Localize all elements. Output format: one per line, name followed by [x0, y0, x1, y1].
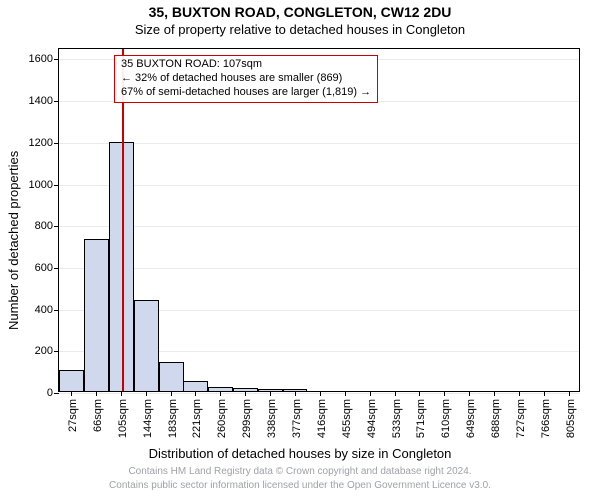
y-tick-label: 1200	[29, 137, 53, 149]
grid-line	[59, 268, 579, 269]
x-tick-label: 105sqm	[121, 360, 133, 399]
x-tick-label: 533sqm	[395, 360, 407, 399]
grid-line	[59, 226, 579, 227]
y-tick-label: 800	[35, 220, 53, 232]
x-tick-label: 649sqm	[469, 360, 481, 399]
chart-title-address: 35, BUXTON ROAD, CONGLETON, CW12 2DU	[0, 4, 600, 20]
x-tick-label: 688sqm	[494, 360, 506, 399]
x-tick-label: 727sqm	[519, 360, 531, 399]
x-tick-label: 66sqm	[96, 366, 108, 399]
y-tick-label: 1000	[29, 179, 53, 191]
x-tick-label: 338sqm	[270, 360, 282, 399]
y-axis-label: Number of detached properties	[6, 151, 21, 330]
annotation-line: 35 BUXTON ROAD: 107sqm	[121, 58, 371, 72]
x-tick-label: 299sqm	[245, 360, 257, 399]
annotation-box: 35 BUXTON ROAD: 107sqm← 32% of detached …	[114, 55, 378, 103]
x-tick-label: 494sqm	[370, 360, 382, 399]
y-tick-label: 200	[35, 345, 53, 357]
annotation-line: ← 32% of detached houses are smaller (86…	[121, 72, 371, 86]
y-tick-label: 1600	[29, 53, 53, 65]
grid-line	[59, 143, 579, 144]
x-tick-label: 260sqm	[220, 360, 232, 399]
x-tick-label: 455sqm	[345, 360, 357, 399]
x-tick-label: 377sqm	[295, 360, 307, 399]
y-tick-label: 400	[35, 304, 53, 316]
x-tick-label: 571sqm	[419, 360, 431, 399]
x-tick-label: 610sqm	[444, 360, 456, 399]
x-tick-label: 805sqm	[569, 360, 581, 399]
footer-line-1: Contains HM Land Registry data © Crown c…	[0, 466, 600, 477]
annotation-line: 67% of semi-detached houses are larger (…	[121, 86, 371, 100]
x-tick-label: 27sqm	[71, 366, 83, 399]
y-tick-label: 1400	[29, 95, 53, 107]
chart-title-subtitle: Size of property relative to detached ho…	[0, 22, 600, 37]
y-tick-label: 0	[47, 387, 53, 399]
x-tick-label: 183sqm	[171, 360, 183, 399]
y-tick-label: 600	[35, 262, 53, 274]
chart-container: 35, BUXTON ROAD, CONGLETON, CW12 2DU Siz…	[0, 0, 600, 500]
x-tick-label: 766sqm	[544, 360, 556, 399]
x-tick-label: 144sqm	[146, 360, 158, 399]
plot-area: 0200400600800100012001400160027sqm66sqm1…	[58, 48, 580, 392]
x-tick-label: 221sqm	[195, 360, 207, 399]
footer-line-2: Contains public sector information licen…	[0, 480, 600, 491]
x-axis-label: Distribution of detached houses by size …	[0, 446, 600, 461]
grid-line	[59, 185, 579, 186]
x-tick-label: 416sqm	[320, 360, 332, 399]
